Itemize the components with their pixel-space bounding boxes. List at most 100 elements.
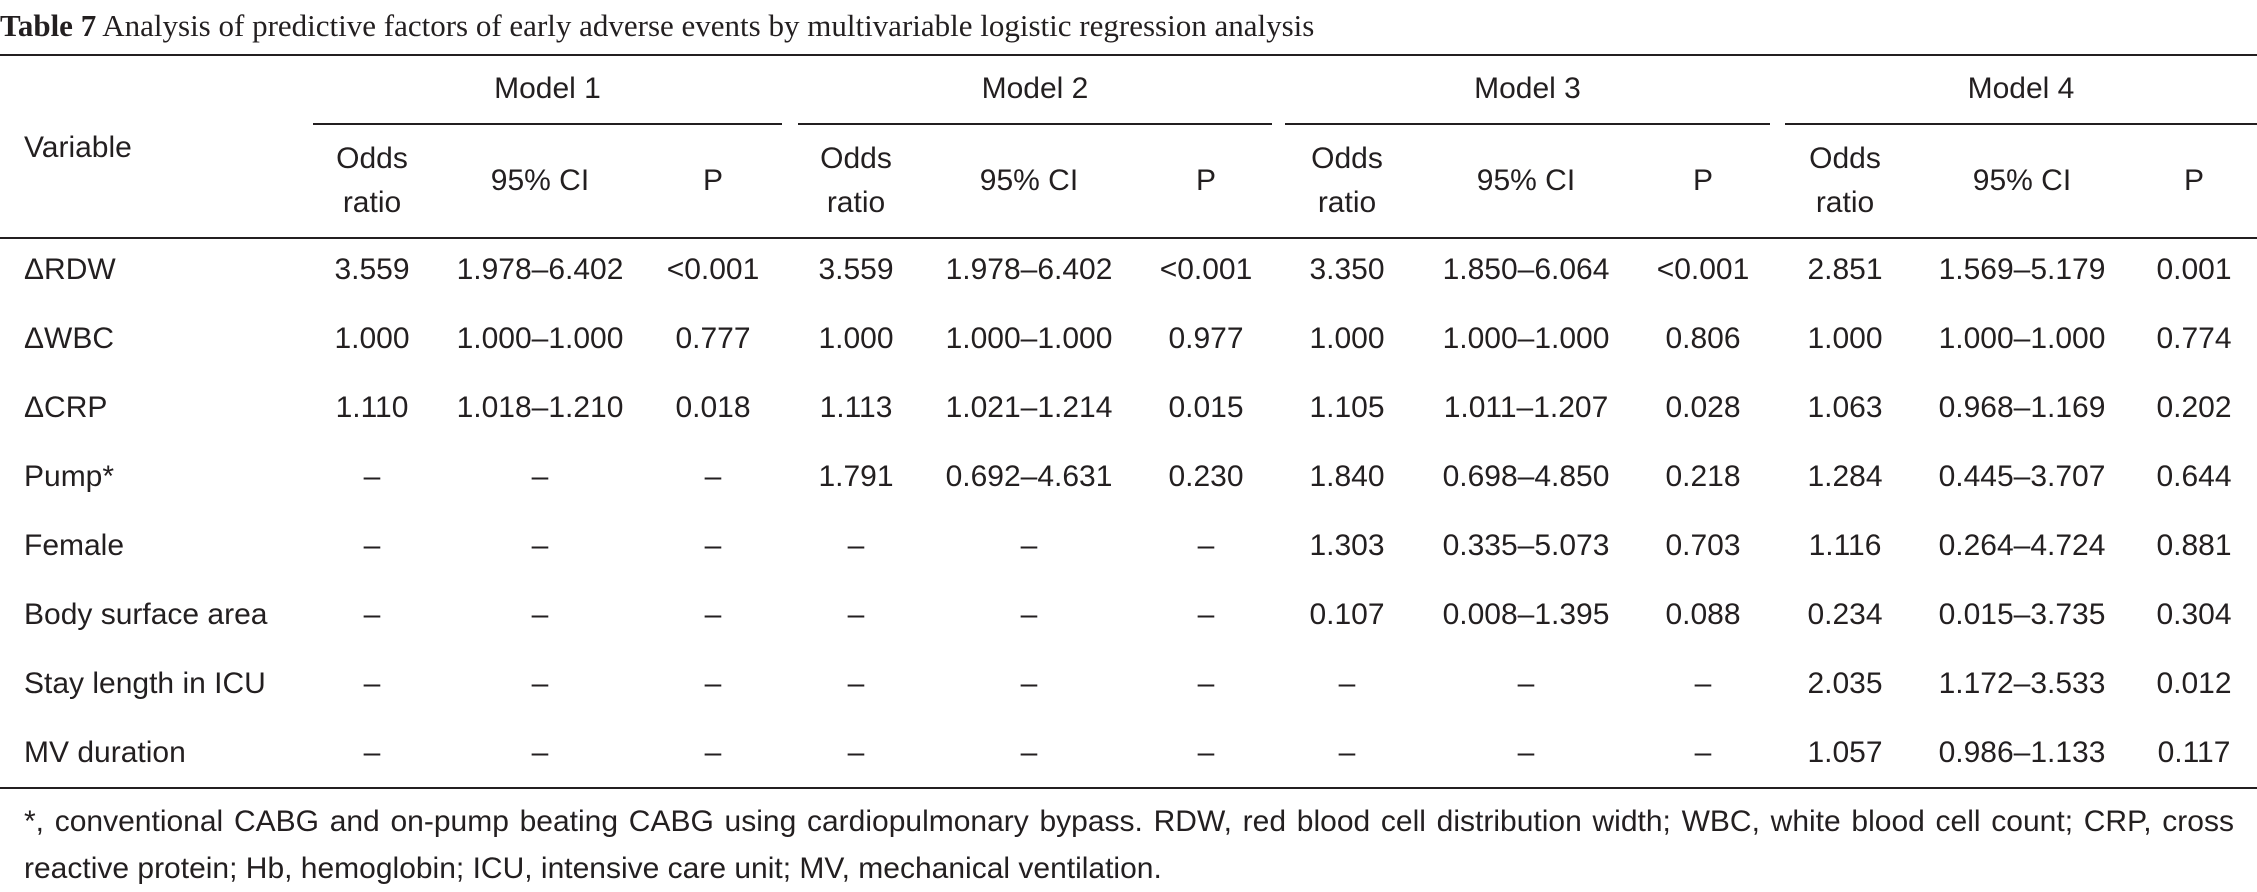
p-value-cell: –: [1694, 667, 1712, 700]
p-value-cell: 0.230: [1168, 460, 1244, 493]
odds-ratio-cell: 3.559: [818, 253, 894, 286]
p-value-cell: –: [704, 667, 722, 700]
model-header: Model 3: [1474, 72, 1581, 105]
odds-ratio-cell: –: [363, 529, 381, 562]
top-rule: [0, 54, 2257, 56]
p-value-cell: –: [704, 460, 722, 493]
odds-ratio-cell: 1.000: [1807, 322, 1883, 355]
header-rule: [0, 237, 2257, 239]
odds-ratio-header: Odds: [820, 142, 892, 175]
p-value-cell: <0.001: [1656, 253, 1750, 286]
odds-ratio-cell: 2.851: [1807, 253, 1883, 286]
table-label: Table 7: [0, 8, 97, 43]
odds-ratio-cell: 2.035: [1807, 667, 1883, 700]
p-value-cell: <0.001: [666, 253, 760, 286]
ci-cell: 1.021–1.214: [945, 391, 1113, 424]
odds-ratio-cell: 1.840: [1309, 460, 1385, 493]
ci-cell: –: [531, 736, 549, 769]
ci-cell: –: [1020, 598, 1038, 631]
odds-ratio-cell: 1.110: [335, 391, 409, 424]
row-variable: MV duration: [24, 736, 186, 769]
p-value-cell: 0.028: [1665, 391, 1741, 424]
ci-cell: 0.986–1.133: [1938, 736, 2106, 769]
p-value-cell: 0.218: [1665, 460, 1741, 493]
odds-ratio-cell: 1.000: [818, 322, 894, 355]
odds-ratio-cell: 1.000: [334, 322, 410, 355]
p-value-cell: –: [704, 529, 722, 562]
row-variable: Body surface area: [24, 598, 268, 631]
row-variable: Pump*: [24, 460, 115, 493]
p-value-cell: –: [704, 598, 722, 631]
ci-cell: –: [531, 529, 549, 562]
ci-cell: –: [531, 598, 549, 631]
model-header: Model 4: [1967, 72, 2075, 105]
ci-cell: 1.850–6.064: [1442, 253, 1610, 286]
ci-cell: 0.008–1.395: [1442, 598, 1610, 631]
ci-cell: 1.000–1.000: [456, 322, 624, 355]
p-value-cell: –: [1197, 598, 1215, 631]
odds-ratio-cell: 1.063: [1807, 391, 1883, 424]
p-header: P: [1195, 164, 1216, 197]
p-value-cell: 0.881: [2156, 529, 2232, 562]
p-value-cell: –: [1197, 529, 1215, 562]
p-value-cell: 0.015: [1168, 391, 1244, 424]
ci-cell: –: [531, 667, 549, 700]
odds-ratio-cell: –: [363, 598, 381, 631]
odds-ratio-cell: –: [363, 460, 381, 493]
model-header: Model 1: [494, 72, 601, 105]
p-value-cell: <0.001: [1159, 253, 1253, 286]
row-variable: ΔRDW: [24, 253, 116, 286]
odds-ratio-cell: 1.113: [819, 391, 893, 424]
table-footnote: *, conventional CABG and on-pump beating…: [24, 805, 2234, 885]
p-value-cell: 0.012: [2156, 667, 2232, 700]
ci-cell: 1.172–3.533: [1938, 667, 2106, 700]
model-group-rule: [1785, 123, 2257, 125]
ci-cell: 0.968–1.169: [1938, 391, 2106, 424]
odds-ratio-cell: 1.116: [1808, 529, 1882, 562]
ci-header: 95% CI: [1972, 164, 2072, 197]
ci-cell: 1.978–6.402: [456, 253, 624, 286]
p-value-cell: –: [704, 736, 722, 769]
model-header: Model 2: [981, 72, 1089, 105]
ci-cell: –: [1020, 667, 1038, 700]
p-value-cell: 0.806: [1665, 322, 1741, 355]
bottom-rule: [0, 787, 2257, 789]
odds-ratio-cell: –: [363, 736, 381, 769]
p-value-cell: 0.777: [675, 322, 751, 355]
p-value-cell: 0.304: [2156, 598, 2232, 631]
ci-cell: –: [1020, 529, 1038, 562]
model-group-rule: [313, 123, 782, 125]
model-group-rule: [798, 123, 1272, 125]
p-header: P: [702, 164, 723, 197]
p-value-cell: 0.117: [2157, 736, 2231, 769]
odds-ratio-cell: 1.791: [818, 460, 894, 493]
odds-ratio-header: ratio: [826, 186, 886, 219]
caption-text: Analysis of predictive factors of early …: [96, 8, 1315, 43]
ci-cell: –: [531, 460, 549, 493]
row-variable: ΔCRP: [24, 391, 108, 424]
ci-cell: –: [1517, 667, 1535, 700]
odds-ratio-header: Odds: [336, 142, 408, 175]
ci-cell: 0.692–4.631: [945, 460, 1113, 493]
row-variable: ΔWBC: [24, 322, 115, 355]
ci-cell: 1.000–1.000: [945, 322, 1113, 355]
p-value-cell: 0.088: [1665, 598, 1741, 631]
odds-ratio-header: ratio: [1317, 186, 1377, 219]
odds-ratio-cell: 1.303: [1309, 529, 1385, 562]
ci-cell: 1.018–1.210: [456, 391, 624, 424]
ci-cell: 1.978–6.402: [945, 253, 1113, 286]
ci-header: 95% CI: [490, 164, 590, 197]
odds-ratio-cell: 0.107: [1309, 598, 1385, 631]
ci-cell: –: [1020, 736, 1038, 769]
odds-ratio-header: ratio: [1815, 186, 1875, 219]
odds-ratio-cell: 1.105: [1309, 391, 1385, 424]
model-group-rule: [1285, 123, 1770, 125]
p-value-cell: 0.001: [2156, 253, 2232, 286]
odds-ratio-cell: 3.559: [334, 253, 410, 286]
p-value-cell: –: [1694, 736, 1712, 769]
odds-ratio-cell: –: [847, 598, 865, 631]
odds-ratio-cell: 3.350: [1309, 253, 1385, 286]
odds-ratio-cell: –: [363, 667, 381, 700]
odds-ratio-cell: –: [847, 667, 865, 700]
ci-cell: 1.569–5.179: [1938, 253, 2106, 286]
